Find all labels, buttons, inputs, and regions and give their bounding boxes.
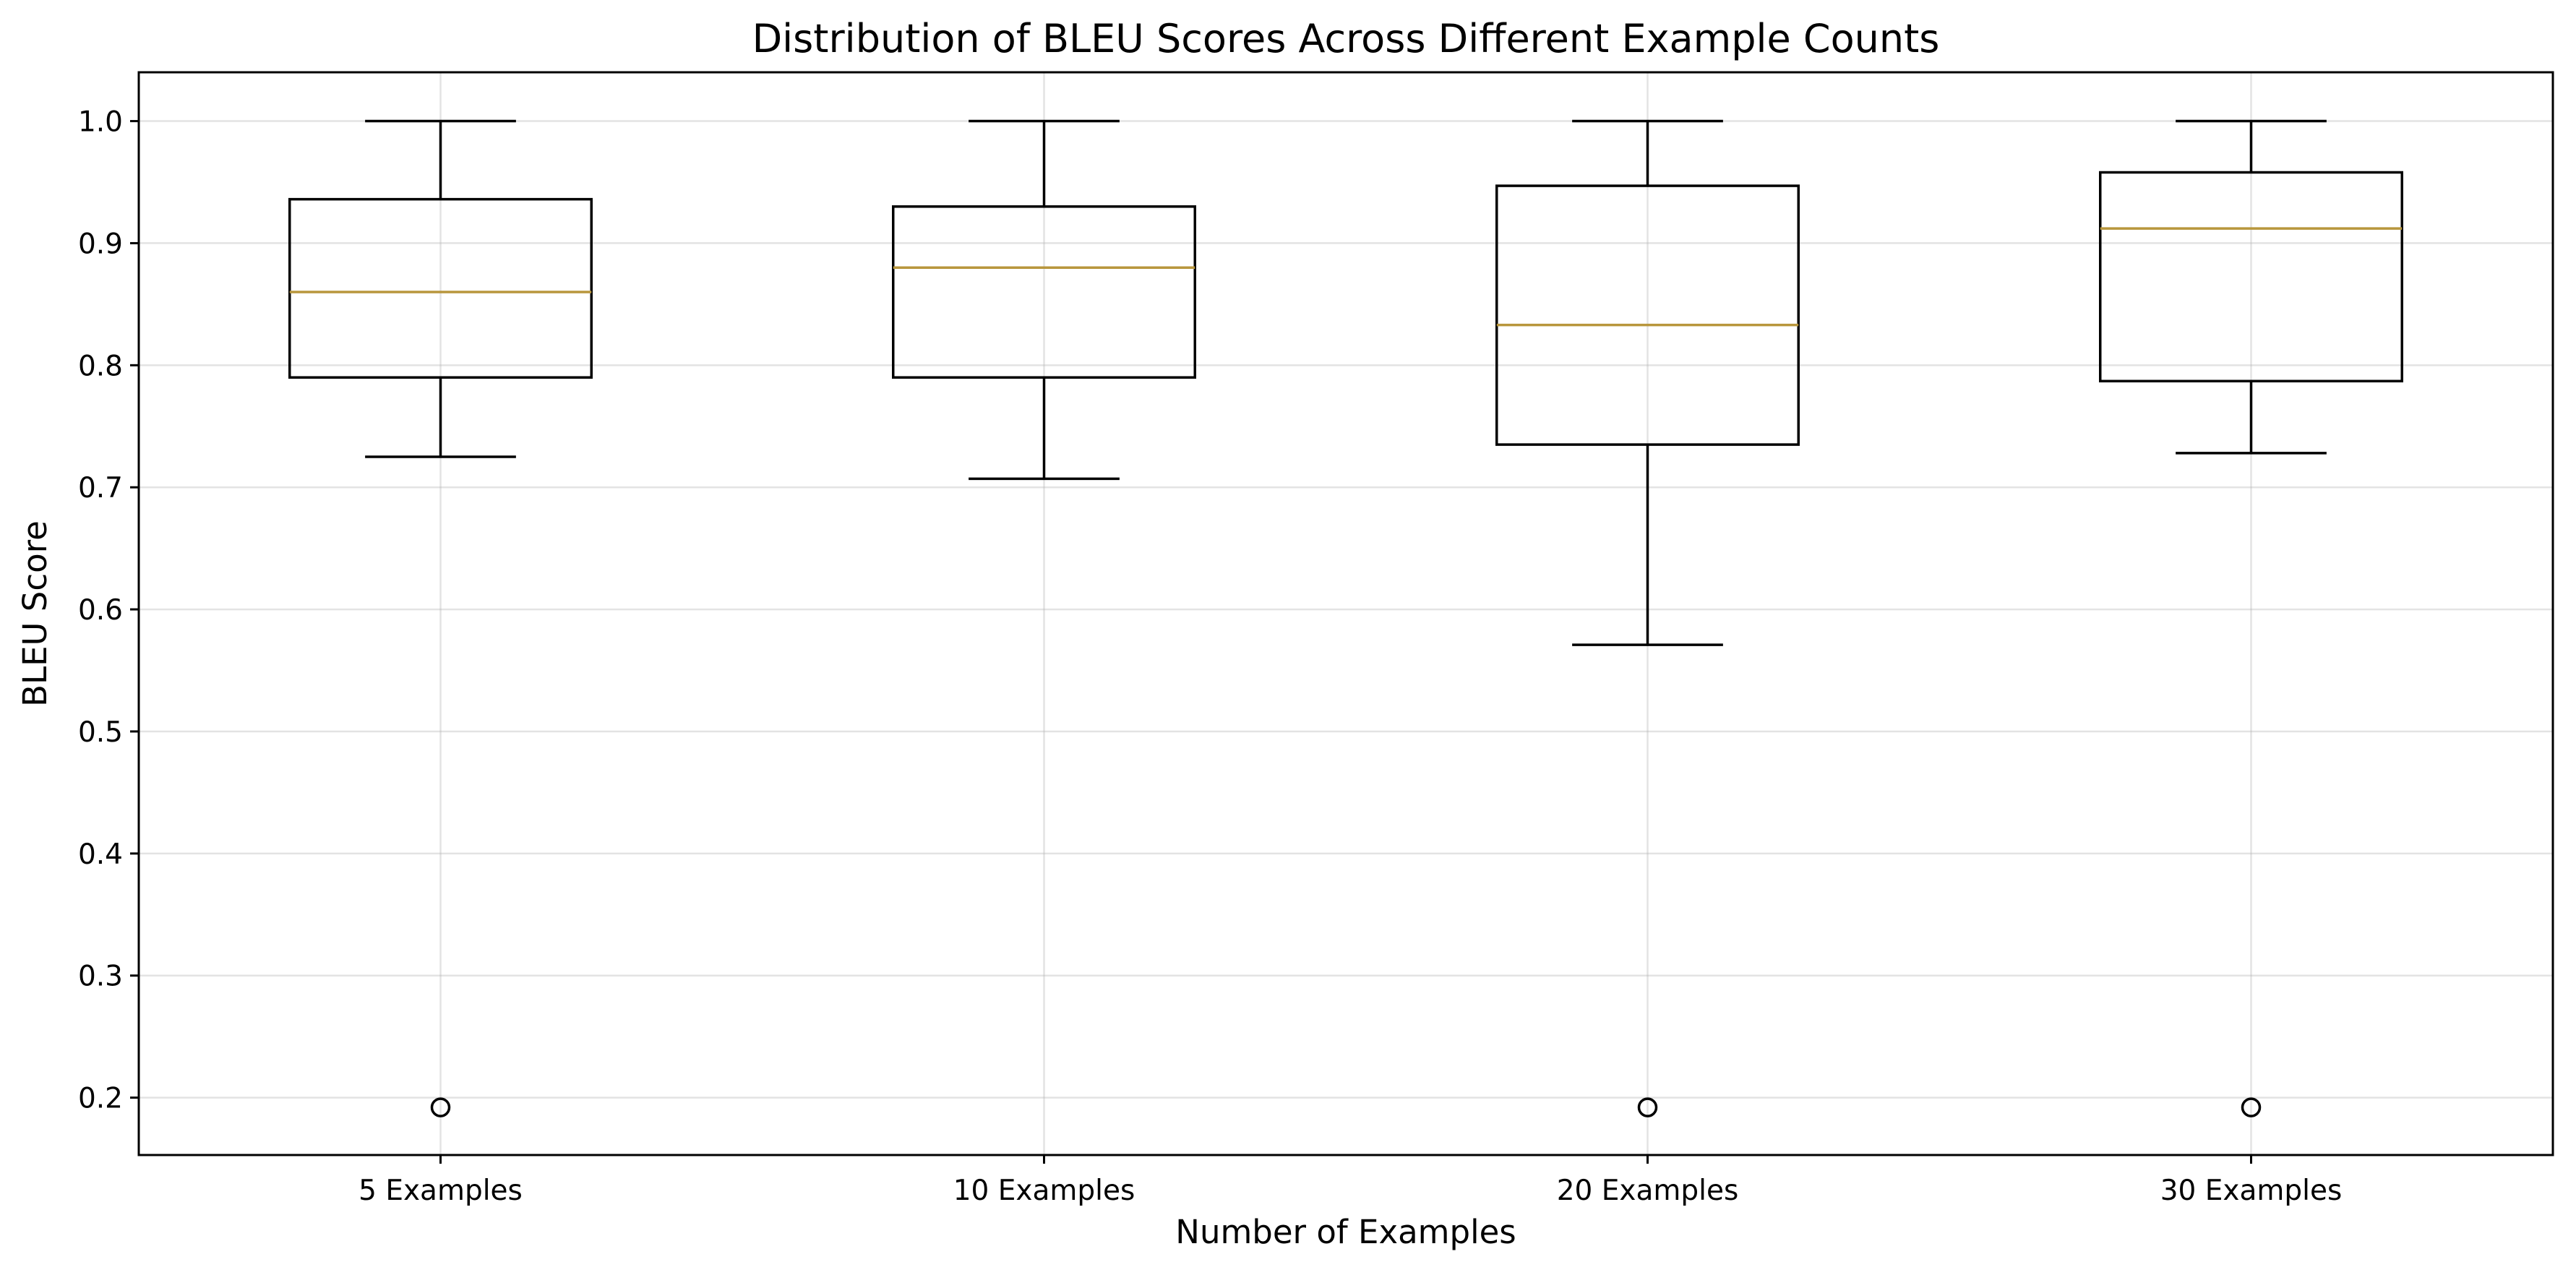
y-tick-label: 1.0 xyxy=(78,106,123,139)
iqr-box xyxy=(1495,184,1800,446)
x-tick-label: 20 Examples xyxy=(1557,1175,1739,1207)
iqr-box xyxy=(2099,171,2403,383)
plot-frame xyxy=(137,71,2554,1156)
x-tick-label: 10 Examples xyxy=(953,1175,1135,1207)
grid-lines xyxy=(139,72,2553,1155)
outlier-point xyxy=(430,1097,451,1117)
x-axis-label: Number of Examples xyxy=(1175,1213,1516,1251)
x-tick-label: 5 Examples xyxy=(359,1175,523,1207)
y-tick-label: 0.7 xyxy=(78,472,123,505)
y-tick-label: 0.8 xyxy=(78,350,123,382)
x-tick-label: 30 Examples xyxy=(2160,1175,2343,1207)
iqr-box xyxy=(288,197,593,379)
box-group xyxy=(288,119,593,1117)
y-axis-label: BLEU Score xyxy=(16,520,54,707)
box-plots xyxy=(288,119,2403,1117)
y-tick-label: 0.3 xyxy=(78,961,123,993)
y-tick-label: 0.5 xyxy=(78,716,123,749)
iqr-box xyxy=(892,205,1196,379)
x-axis-ticks: 5 Examples 10 Examples 20 Examples 30 Examp… xyxy=(359,1155,2342,1207)
y-axis-ticks: 0.2 0.3 0.4 0.5 0.6 0.7 0.8 0.9 1.0 xyxy=(78,106,139,1115)
y-tick-label: 0.6 xyxy=(78,594,123,627)
box-group xyxy=(1495,119,1800,1117)
y-tick-label: 0.2 xyxy=(78,1083,123,1115)
box-group xyxy=(2099,119,2403,1117)
y-tick-label: 0.9 xyxy=(78,228,123,260)
outlier-point xyxy=(1637,1097,1658,1117)
outlier-point xyxy=(2241,1097,2262,1117)
chart-title: Distribution of BLEU Scores Across Diffe… xyxy=(752,16,1940,61)
y-tick-label: 0.4 xyxy=(78,838,123,871)
box-group xyxy=(892,119,1196,481)
